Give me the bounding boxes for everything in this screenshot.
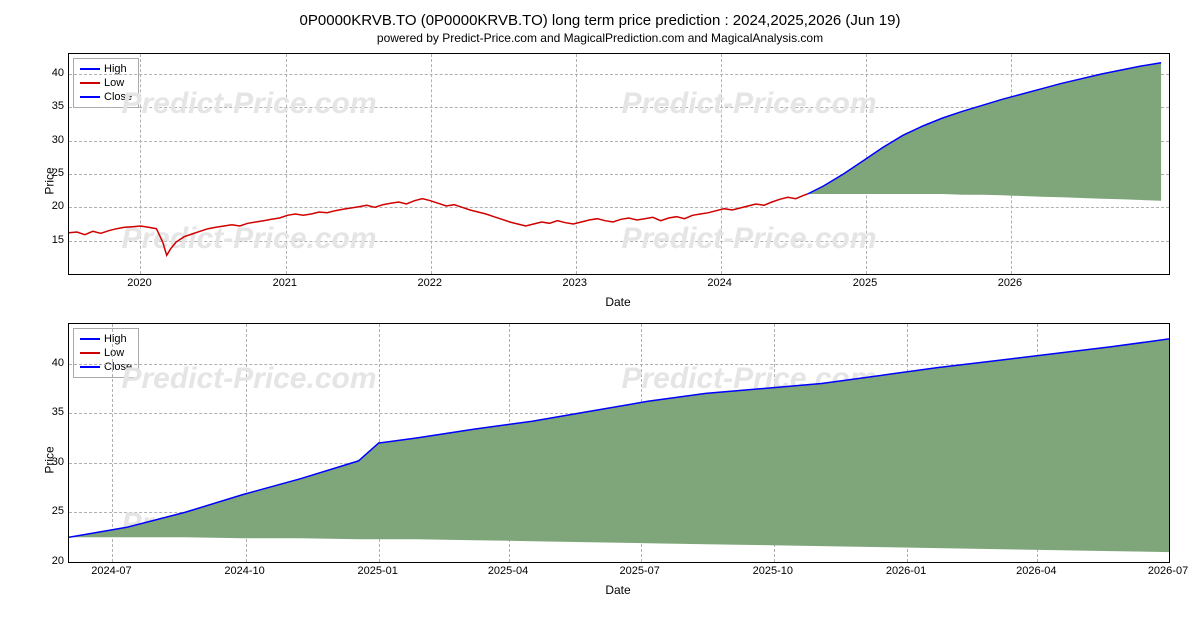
- chart-container: 0P0000KRVB.TO (0P0000KRVB.TO) long term …: [20, 12, 1180, 597]
- x-tick-label: 2024-07: [91, 565, 131, 577]
- y-tick-label: 25: [52, 505, 64, 517]
- x-tick-label: 2022: [418, 277, 442, 289]
- y-tick-label: 30: [52, 134, 64, 146]
- x-tick-label: 2023: [562, 277, 586, 289]
- y-tick-label: 35: [52, 100, 64, 112]
- y-ticks-1: 15 20 25 30 35 40: [28, 53, 64, 273]
- prediction-fill: [808, 63, 1162, 201]
- x-tick-label: 2025-07: [620, 565, 660, 577]
- gridline-v: [1169, 324, 1170, 562]
- x-ticks-2: 2024-07 2024-10 2025-01 2025-04 2025-07 2025-…: [68, 563, 1168, 581]
- prediction-fill: [69, 339, 1169, 552]
- x-tick-label: 2026: [998, 277, 1022, 289]
- xlabel-2: Date: [68, 583, 1168, 597]
- y-tick-label: 30: [52, 456, 64, 468]
- x-tick-label: 2026-07: [1148, 565, 1188, 577]
- x-tick-label: 2025: [853, 277, 877, 289]
- x-tick-label: 2025-04: [488, 565, 528, 577]
- x-tick-label: 2024-10: [224, 565, 264, 577]
- x-tick-label: 2025-10: [753, 565, 793, 577]
- y-tick-label: 20: [52, 555, 64, 567]
- panel-1: Price 152025303540 HighLowClose Predict-…: [68, 53, 1168, 309]
- x-tick-label: 2021: [273, 277, 297, 289]
- x-tick-label: 2026-04: [1016, 565, 1056, 577]
- x-tick-label: 2025-01: [358, 565, 398, 577]
- plot-area-2: HighLowClose Predict-Price.comPredict-Pr…: [68, 323, 1170, 563]
- chart-title: 0P0000KRVB.TO (0P0000KRVB.TO) long term …: [20, 12, 1180, 29]
- xlabel-1: Date: [68, 295, 1168, 309]
- panel-2: Price 2025303540 HighLowClose Predict-Pr…: [68, 323, 1168, 597]
- y-ticks-2: 2025303540: [28, 323, 64, 561]
- x-tick-label: 2024: [707, 277, 731, 289]
- x-tick-label: 2026-01: [886, 565, 926, 577]
- y-tick-label: 35: [52, 406, 64, 418]
- x-ticks-1: 2020 2021 2022 2023 2024 2025 2026: [68, 275, 1168, 293]
- plot-area-1: HighLowClose Predict-Price.comPredict-Pr…: [68, 53, 1170, 275]
- y-tick-label: 20: [52, 200, 64, 212]
- x-tick-label: 2020: [127, 277, 151, 289]
- chart-svg: [69, 324, 1169, 562]
- historical-low-line: [69, 194, 808, 255]
- y-tick-label: 40: [52, 67, 64, 79]
- chart-svg: [69, 54, 1169, 274]
- chart-subtitle: powered by Predict-Price.com and Magical…: [20, 31, 1180, 45]
- y-tick-label: 25: [52, 167, 64, 179]
- y-tick-label: 15: [52, 234, 64, 246]
- y-tick-label: 40: [52, 357, 64, 369]
